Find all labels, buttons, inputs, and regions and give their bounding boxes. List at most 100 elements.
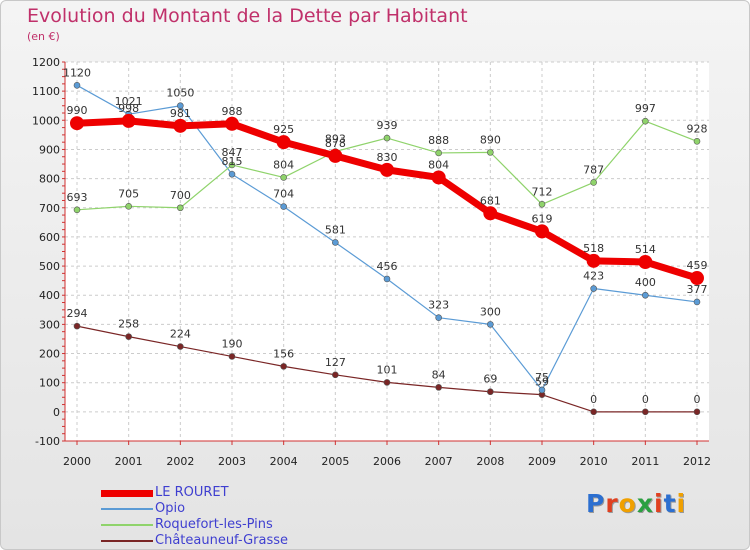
x-tick-label: 2008 [476, 455, 504, 468]
data-label: 878 [325, 137, 346, 150]
y-tick-label: 1100 [32, 85, 60, 98]
legend-label: Châteauneuf-Grasse [155, 533, 289, 548]
data-point [483, 206, 498, 221]
data-point [332, 371, 339, 379]
data-label: 69 [483, 373, 497, 386]
data-point [590, 285, 597, 292]
y-tick-label: 400 [39, 289, 60, 302]
data-label: 928 [687, 122, 708, 135]
data-label: 939 [377, 119, 398, 132]
data-point [228, 353, 236, 360]
logo-letter: x [636, 489, 654, 518]
data-label: 0 [694, 393, 701, 406]
data-point [642, 117, 649, 125]
data-label: 619 [532, 212, 553, 225]
data-point [690, 271, 704, 286]
data-point [125, 333, 132, 340]
y-tick-label: 600 [39, 231, 60, 244]
data-label: 830 [377, 151, 398, 164]
data-point [693, 408, 701, 416]
data-point [280, 203, 287, 210]
legend-label: LE ROURET [155, 485, 229, 500]
axes: -100010020030040050060070080090010001100… [32, 56, 711, 468]
data-label: 1021 [115, 95, 143, 108]
data-point [173, 118, 188, 133]
legend-label: Opio [155, 501, 186, 516]
data-point [642, 291, 649, 299]
chart-title: Evolution du Montant de la Dette par Hab… [27, 5, 468, 27]
y-tick-label: 500 [39, 260, 60, 273]
x-tick-label: 2009 [528, 455, 556, 468]
legend-swatch [101, 524, 153, 526]
legend-swatch [101, 489, 153, 497]
data-point [383, 275, 391, 283]
logo-letter: i [676, 489, 687, 518]
data-point [435, 314, 442, 321]
data-label: 456 [377, 260, 398, 273]
data-label: 300 [480, 305, 501, 318]
data-point [228, 170, 236, 178]
data-label: 804 [428, 158, 449, 171]
data-label: 893 [325, 133, 346, 146]
data-label: 190 [222, 337, 243, 350]
logo-letter: i [654, 489, 664, 518]
data-label: 459 [687, 259, 708, 272]
x-tick-label: 2003 [218, 455, 246, 468]
data-label: 988 [222, 105, 243, 118]
data-label: 84 [432, 368, 446, 381]
data-label: 693 [67, 191, 88, 204]
data-label: 377 [687, 283, 708, 296]
data-point [70, 116, 84, 131]
data-label: 156 [273, 347, 294, 360]
data-point [177, 343, 184, 350]
data-label: 998 [118, 102, 139, 115]
logo-letter: o [618, 489, 637, 518]
data-label: 224 [170, 328, 191, 341]
data-point [73, 322, 81, 330]
data-label: 1120 [63, 66, 91, 79]
data-label: 981 [170, 107, 191, 120]
data-label: 400 [635, 276, 656, 289]
y-tick-label: 0 [53, 406, 60, 419]
legend-label: Roquefort-les-Pins [155, 517, 273, 532]
x-tick-label: 2005 [321, 455, 349, 468]
data-point [435, 149, 442, 157]
data-label: 294 [67, 307, 88, 320]
logo-letter: r [605, 489, 619, 518]
data-label: 258 [118, 318, 139, 331]
data-label: 127 [325, 356, 346, 369]
data-label: 59 [535, 376, 549, 389]
data-label: 423 [583, 270, 604, 283]
logo-letter: t [663, 489, 677, 518]
data-point [383, 379, 391, 386]
data-labels: 990 998 981 988 925 878 830 804 681 619 518 514 459 1… [63, 66, 708, 406]
data-label: 925 [273, 123, 294, 136]
data-label: 712 [532, 185, 553, 198]
data-label: 0 [590, 393, 597, 406]
y-tick-label: 300 [39, 318, 60, 331]
series [70, 82, 704, 416]
data-point [280, 174, 287, 181]
data-point [431, 170, 446, 185]
data-label: 323 [428, 299, 449, 312]
legend-swatch [101, 540, 153, 542]
x-tick-label: 2012 [683, 455, 711, 468]
data-point [487, 321, 494, 328]
data-point [225, 116, 239, 131]
data-point [693, 298, 701, 306]
data-point [121, 113, 136, 128]
y-tick-label: 1000 [32, 114, 60, 127]
y-tick-label: 700 [39, 202, 60, 215]
data-label: 514 [635, 243, 656, 256]
data-point [177, 102, 184, 110]
y-tick-label: 800 [39, 173, 60, 186]
x-tick-label: 2010 [580, 455, 608, 468]
chart-subtitle: (en €) [27, 30, 60, 43]
data-point [538, 386, 546, 394]
data-label: 1050 [166, 87, 194, 100]
data-label: 890 [480, 133, 501, 146]
y-tick-label: 900 [39, 143, 60, 156]
data-point [693, 137, 701, 145]
data-point [73, 82, 81, 89]
